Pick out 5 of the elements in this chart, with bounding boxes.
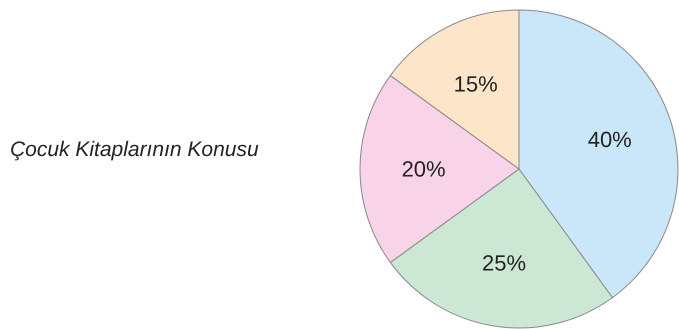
data-label: 40% xyxy=(588,127,632,152)
data-label: 20% xyxy=(402,156,446,182)
data-label: 25% xyxy=(482,250,526,276)
data-label: 15% xyxy=(454,72,498,96)
text: Çocuk Kitaplarının Konusu xyxy=(10,138,259,162)
